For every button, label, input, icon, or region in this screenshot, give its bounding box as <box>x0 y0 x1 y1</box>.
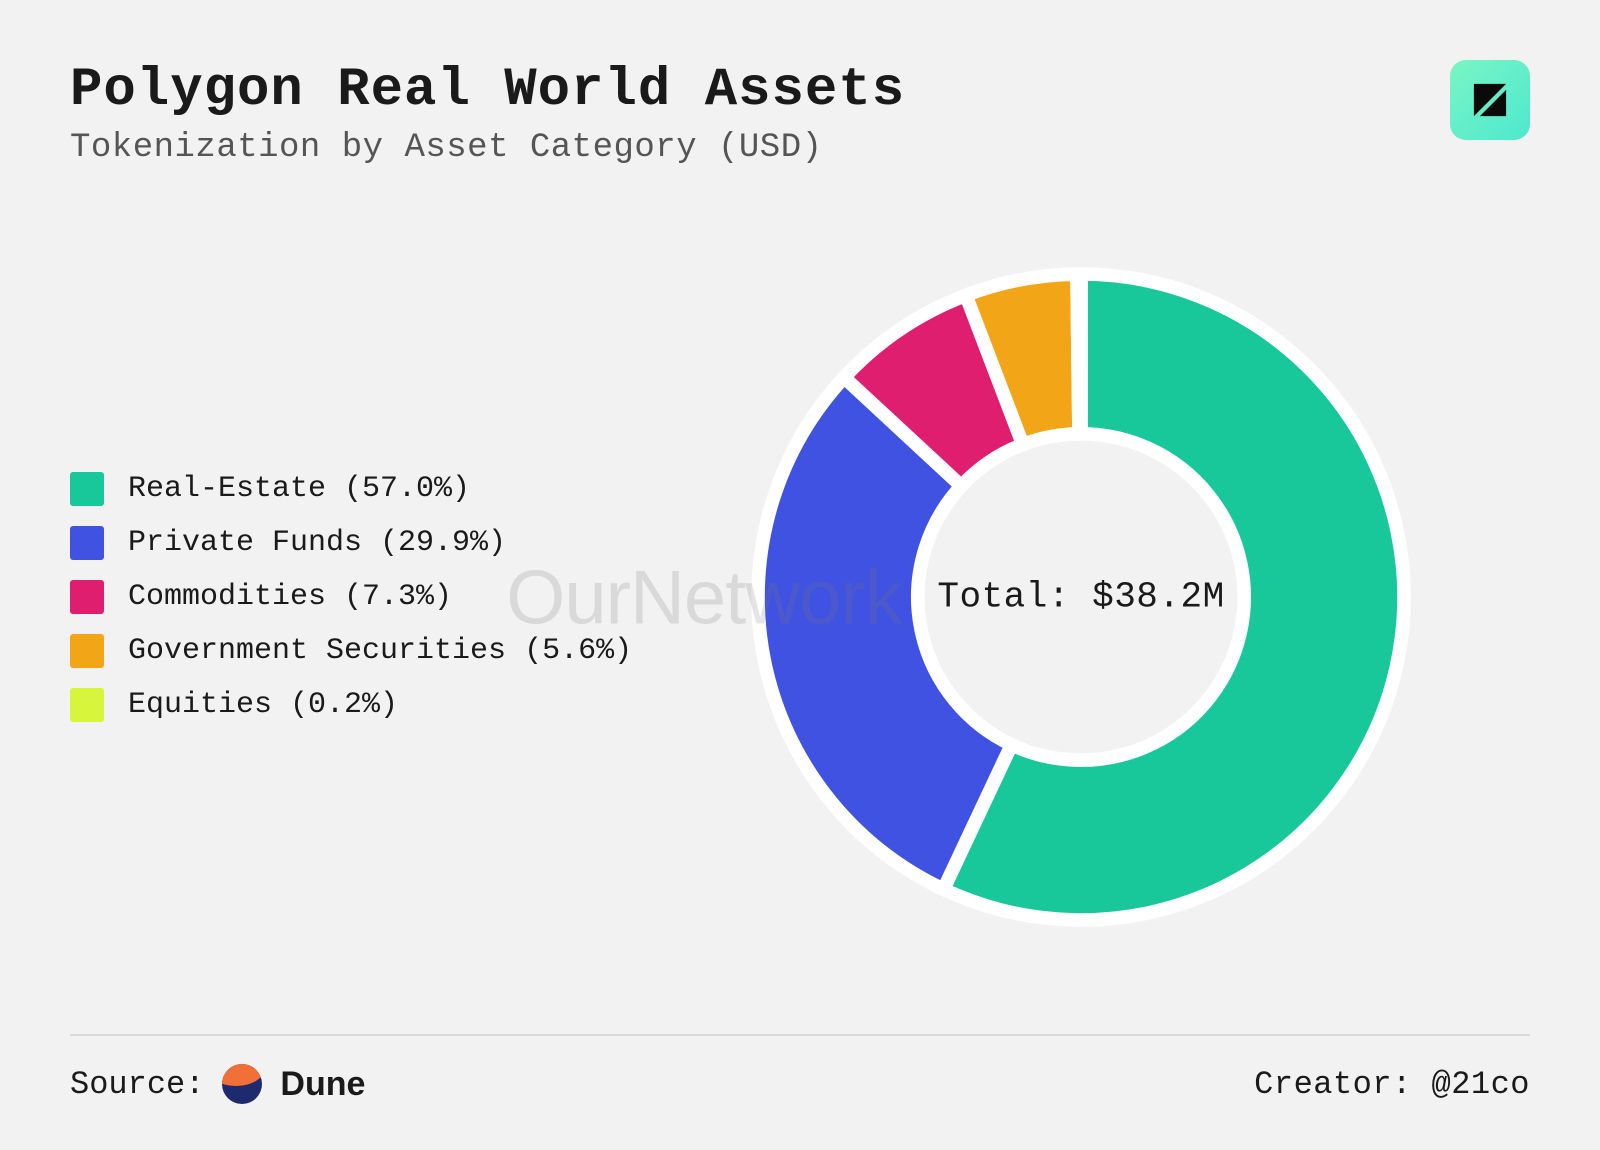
page-title: Polygon Real World Assets <box>70 60 905 121</box>
creator-label: Creator: <box>1254 1066 1412 1103</box>
legend-item: Private Funds (29.9%) <box>70 516 632 570</box>
legend-swatch <box>70 472 104 506</box>
legend-item: Equities (0.2%) <box>70 678 632 732</box>
legend-label: Government Securities (5.6%) <box>128 624 632 678</box>
brand-logo-icon <box>1467 77 1513 123</box>
legend-label: Real-Estate (57.0%) <box>128 462 470 516</box>
creator-attribution: Creator: @21co <box>1254 1066 1530 1103</box>
legend-item: Commodities (7.3%) <box>70 570 632 624</box>
brand-logo <box>1450 60 1530 140</box>
legend-swatch <box>70 688 104 722</box>
source-label: Source: <box>70 1066 204 1103</box>
page-subtitle: Tokenization by Asset Category (USD) <box>70 129 905 167</box>
donut-slice <box>1077 274 1081 434</box>
legend-item: Real-Estate (57.0%) <box>70 462 632 516</box>
source-attribution: Source: Dune <box>70 1064 365 1104</box>
legend-swatch <box>70 634 104 668</box>
legend-swatch <box>70 580 104 614</box>
legend-label: Private Funds (29.9%) <box>128 516 506 570</box>
legend-item: Government Securities (5.6%) <box>70 624 632 678</box>
legend-label: Commodities (7.3%) <box>128 570 452 624</box>
legend-label: Equities (0.2%) <box>128 678 398 732</box>
chart-total-label: Total: $38.2M <box>937 577 1224 618</box>
dune-icon <box>222 1064 262 1104</box>
legend-swatch <box>70 526 104 560</box>
chart-legend: Real-Estate (57.0%)Private Funds (29.9%)… <box>70 462 632 732</box>
creator-handle: @21co <box>1431 1066 1530 1103</box>
source-name: Dune <box>280 1065 365 1104</box>
